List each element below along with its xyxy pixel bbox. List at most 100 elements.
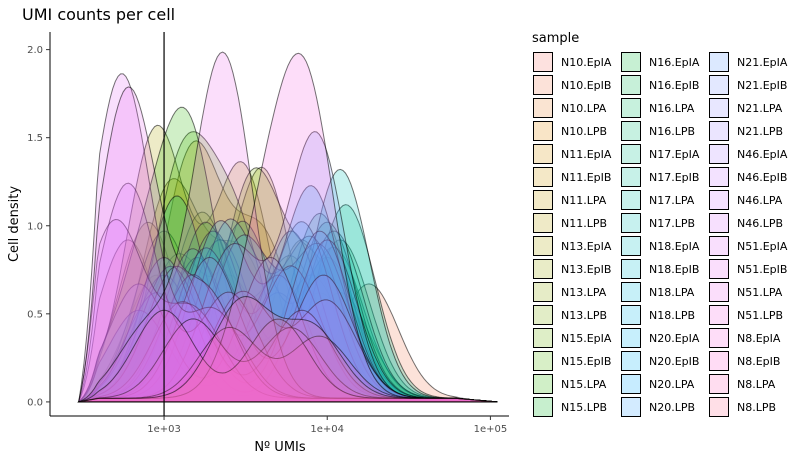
legend-swatch-N17.LPB (621, 213, 641, 233)
legend-swatch-N16.EpIA (621, 52, 641, 72)
legend-key-bg (533, 351, 553, 371)
legend-label-N8.EpIB: N8.EpIB (737, 355, 780, 368)
legend-key-bg (621, 374, 641, 394)
legend-key-bg (709, 144, 729, 164)
legend-key-bg (621, 282, 641, 302)
legend-label-N8.EpIA: N8.EpIA (737, 332, 781, 345)
legend-swatch-N18.EpIB (621, 259, 641, 279)
legend-label-N17.EpIA: N17.EpIA (649, 148, 700, 161)
legend-key-bg (709, 213, 729, 233)
legend-label-N15.LPA: N15.LPA (561, 378, 607, 391)
legend-label-N13.LPB: N13.LPB (561, 309, 607, 322)
legend-label-N11.LPB: N11.LPB (561, 217, 607, 230)
legend-key-bg (533, 282, 553, 302)
legend-swatch-N21.LPB (709, 121, 729, 141)
legend-label-N51.LPA: N51.LPA (737, 286, 783, 299)
legend-label-N51.EpIA: N51.EpIA (737, 240, 788, 253)
legend-label-N17.EpIB: N17.EpIB (649, 171, 699, 184)
legend-key-bg (621, 98, 641, 118)
legend-swatch-N13.EpIA (533, 236, 553, 256)
legend-label-N8.LPB: N8.LPB (737, 401, 776, 414)
legend-label-N20.EpIA: N20.EpIA (649, 332, 700, 345)
legend-label-N17.LPA: N17.LPA (649, 194, 695, 207)
legend-key-bg (709, 374, 729, 394)
legend-label-N8.LPA: N8.LPA (737, 378, 776, 391)
legend-label-N13.EpIB: N13.EpIB (561, 263, 611, 276)
density-curve-N8.LPB (78, 295, 498, 403)
legend-label-N17.LPB: N17.LPB (649, 217, 695, 230)
legend-label-N18.EpIB: N18.EpIB (649, 263, 699, 276)
legend-label-N46.LPB: N46.LPB (737, 217, 783, 230)
legend-swatch-N46.EpIB (709, 167, 729, 187)
y-tick-label: 0.5 (27, 309, 43, 320)
legend-key-bg (621, 328, 641, 348)
legend-swatch-N21.EpIA (709, 52, 729, 72)
legend-swatch-N15.EpIB (533, 351, 553, 371)
legend-key-bg (621, 167, 641, 187)
legend-label-N21.EpIB: N21.EpIB (737, 79, 787, 92)
legend-swatch-N20.EpIA (621, 328, 641, 348)
legend-key-bg (709, 351, 729, 371)
legend-swatch-N10.LPA (533, 98, 553, 118)
legend-swatch-N8.LPB (709, 397, 729, 417)
legend-key-bg (709, 328, 729, 348)
legend-key-bg (621, 52, 641, 72)
chart-title: UMI counts per cell (22, 5, 175, 24)
legend-key-bg (621, 213, 641, 233)
legend-key-bg (709, 397, 729, 417)
legend-label-N10.LPA: N10.LPA (561, 102, 607, 115)
legend-swatch-N15.EpIA (533, 328, 553, 348)
legend-swatch-N20.LPA (621, 374, 641, 394)
x-tick-label: 1e+03 (147, 424, 181, 435)
legend-key-bg (533, 167, 553, 187)
legend-label-N21.LPB: N21.LPB (737, 125, 783, 138)
legend-label-N11.EpIB: N11.EpIB (561, 171, 611, 184)
legend-label-N51.LPB: N51.LPB (737, 309, 783, 322)
legend-swatch-N11.EpIA (533, 144, 553, 164)
legend-swatch-N20.LPB (621, 397, 641, 417)
legend-label-N15.EpIB: N15.EpIB (561, 355, 611, 368)
legend-key-bg (709, 259, 729, 279)
plot-area (77, 32, 498, 416)
legend-key-bg (533, 98, 553, 118)
legend-swatch-N11.EpIB (533, 167, 553, 187)
legend-label-N15.LPB: N15.LPB (561, 401, 607, 414)
legend-label-N18.EpIA: N18.EpIA (649, 240, 700, 253)
legend-swatch-N16.LPA (621, 98, 641, 118)
legend-key-bg (709, 75, 729, 95)
legend-swatch-N15.LPA (533, 374, 553, 394)
legend-key-bg (533, 259, 553, 279)
legend-swatch-N51.EpIB (709, 259, 729, 279)
legend-title: sample (532, 31, 579, 46)
legend-swatch-N11.LPA (533, 190, 553, 210)
legend-swatch-N10.EpIB (533, 75, 553, 95)
y-tick-label: 1.5 (27, 133, 43, 144)
legend-key-bg (621, 75, 641, 95)
legend-swatch-N21.EpIB (709, 75, 729, 95)
legend-key-bg (621, 351, 641, 371)
legend-label-N15.EpIA: N15.EpIA (561, 332, 612, 345)
legend-label-N13.LPA: N13.LPA (561, 286, 607, 299)
legend-label-N13.EpIA: N13.EpIA (561, 240, 612, 253)
legend-swatch-N17.EpIA (621, 144, 641, 164)
legend-key-bg (709, 190, 729, 210)
legend-label-N21.EpIA: N21.EpIA (737, 56, 788, 69)
legend-swatch-N13.LPB (533, 305, 553, 325)
legend-label-N16.EpIB: N16.EpIB (649, 79, 699, 92)
legend-swatch-N51.LPB (709, 305, 729, 325)
legend-swatch-N10.EpIA (533, 52, 553, 72)
legend-key-bg (533, 121, 553, 141)
y-tick-label: 1.0 (27, 221, 43, 232)
legend-key-bg (533, 190, 553, 210)
legend-swatch-N51.LPA (709, 282, 729, 302)
legend-key-bg (621, 305, 641, 325)
legend-swatch-N8.EpIB (709, 351, 729, 371)
legend-label-N21.LPA: N21.LPA (737, 102, 783, 115)
legend-swatch-N10.LPB (533, 121, 553, 141)
legend-key-bg (533, 52, 553, 72)
legend-label-N11.LPA: N11.LPA (561, 194, 607, 207)
legend-key-bg (533, 236, 553, 256)
x-axis-label: Nº UMIs (254, 440, 306, 455)
legend-key-bg (709, 98, 729, 118)
